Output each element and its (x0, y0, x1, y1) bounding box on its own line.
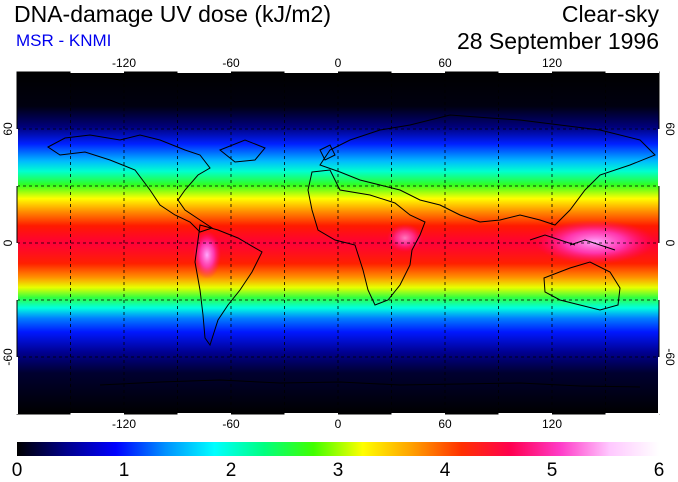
coastlines (47, 114, 656, 388)
lat-label-left-1: 60 (1, 122, 15, 136)
lon-label-top-3: 0 (335, 56, 342, 70)
lon-label-top-1: -120 (112, 56, 136, 70)
uv-hotspots (193, 220, 655, 279)
colorbar (17, 442, 659, 456)
lon-label-top-2: -60 (222, 56, 240, 70)
lon-label-bottom-4: 60 (438, 417, 452, 431)
lon-label-bottom-5: 120 (542, 417, 562, 431)
lon-label-bottom-1: -120 (112, 417, 136, 431)
colorbar-label-1: 1 (118, 460, 130, 481)
map-border-bars (15, 70, 661, 416)
colorbar-label-6: 6 (653, 460, 665, 481)
graticule (17, 72, 659, 414)
lat-label-right-3: -60 (663, 348, 677, 366)
sky-condition-label: Clear-sky (561, 1, 659, 27)
colorbar-label-3: 3 (332, 460, 344, 481)
date-label: 28 September 1996 (456, 28, 659, 54)
lon-label-top-4: 60 (438, 56, 452, 70)
colorbar-label-5: 5 (546, 460, 558, 481)
uv-dose-map: -120 -60 0 60 120 -120 -60 0 60 120 60 0… (1, 56, 677, 431)
lat-label-right-2: 0 (663, 240, 677, 247)
lat-label-right-1: 60 (663, 122, 677, 136)
lat-label-left-3: -60 (1, 348, 15, 366)
lon-label-bottom-3: 0 (335, 417, 342, 431)
colorbar-label-0: 0 (11, 460, 23, 481)
lon-label-bottom-2: -60 (222, 417, 240, 431)
lon-label-top-5: 120 (542, 56, 562, 70)
colorbar-label-2: 2 (225, 460, 237, 481)
map-title: DNA-damage UV dose (kJ/m2) (14, 1, 331, 27)
colorbar-label-4: 4 (439, 460, 451, 481)
source-label: MSR - KNMI (16, 31, 112, 50)
lat-label-left-2: 0 (1, 239, 15, 246)
